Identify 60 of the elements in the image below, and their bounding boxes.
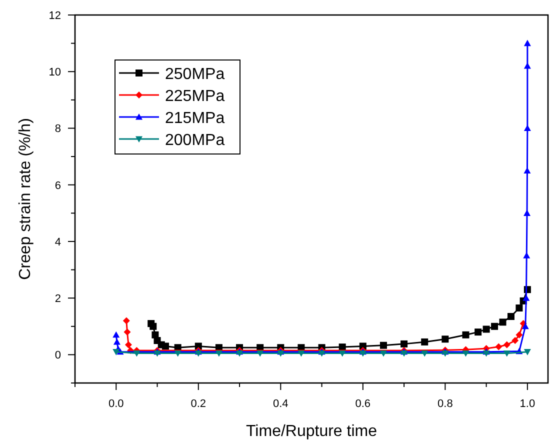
- y-axis-title: Creep strain rate (%/h): [17, 118, 34, 280]
- point: [524, 40, 531, 46]
- point: [298, 350, 305, 357]
- point: [215, 350, 222, 357]
- point: [400, 340, 408, 348]
- point: [421, 338, 428, 346]
- x-tick-label: 0.8: [438, 398, 453, 410]
- point: [507, 312, 514, 320]
- x-tick-label: 0.4: [273, 398, 288, 410]
- text: 0.0: [108, 398, 124, 410]
- point: [462, 350, 470, 357]
- point: [482, 326, 490, 333]
- point: [380, 350, 387, 357]
- legend-label: 225MPa: [165, 88, 225, 105]
- point: [524, 124, 531, 132]
- point: [112, 349, 120, 356]
- y-tick-label: 12: [48, 10, 61, 22]
- x-tick-label: 1.0: [520, 398, 536, 410]
- point: [495, 343, 502, 350]
- point: [113, 338, 120, 345]
- point: [522, 322, 529, 330]
- legend-label: 200MPa: [165, 132, 225, 149]
- point: [503, 350, 510, 357]
- y-tick-label: 8: [54, 123, 61, 136]
- y-tick-label: 2: [54, 293, 61, 306]
- point: [112, 331, 120, 338]
- point: [524, 349, 531, 356]
- point: [491, 322, 498, 330]
- point: [524, 62, 531, 69]
- point: [523, 252, 530, 258]
- point: [503, 341, 510, 348]
- y-tick-label: 0: [54, 350, 61, 362]
- x-axis-title: Time/Rupture time: [246, 423, 378, 440]
- point: [474, 328, 482, 336]
- x-tick-label: 0.6: [355, 398, 371, 410]
- point: [380, 342, 387, 349]
- y-tick-label: 4: [54, 236, 61, 248]
- point: [499, 318, 506, 326]
- point: [462, 331, 470, 338]
- point: [338, 350, 346, 357]
- x-tick-label: 0.2: [190, 398, 206, 410]
- y-tick-label: 10: [48, 66, 61, 79]
- y-tick-label: 6: [54, 180, 61, 192]
- point: [162, 342, 169, 350]
- legend-label: 215MPa: [165, 110, 225, 127]
- point: [442, 336, 449, 343]
- point: [174, 350, 182, 357]
- point: [522, 294, 530, 301]
- point: [421, 350, 428, 357]
- point: [122, 317, 130, 324]
- point: [133, 350, 140, 357]
- point: [256, 350, 264, 357]
- point: [524, 210, 531, 216]
- point: [516, 331, 523, 338]
- legend-label: 250MPa: [165, 66, 225, 83]
- point: [124, 328, 131, 336]
- point: [516, 304, 523, 312]
- point: [124, 341, 132, 348]
- point: [512, 337, 519, 344]
- point: [150, 322, 157, 330]
